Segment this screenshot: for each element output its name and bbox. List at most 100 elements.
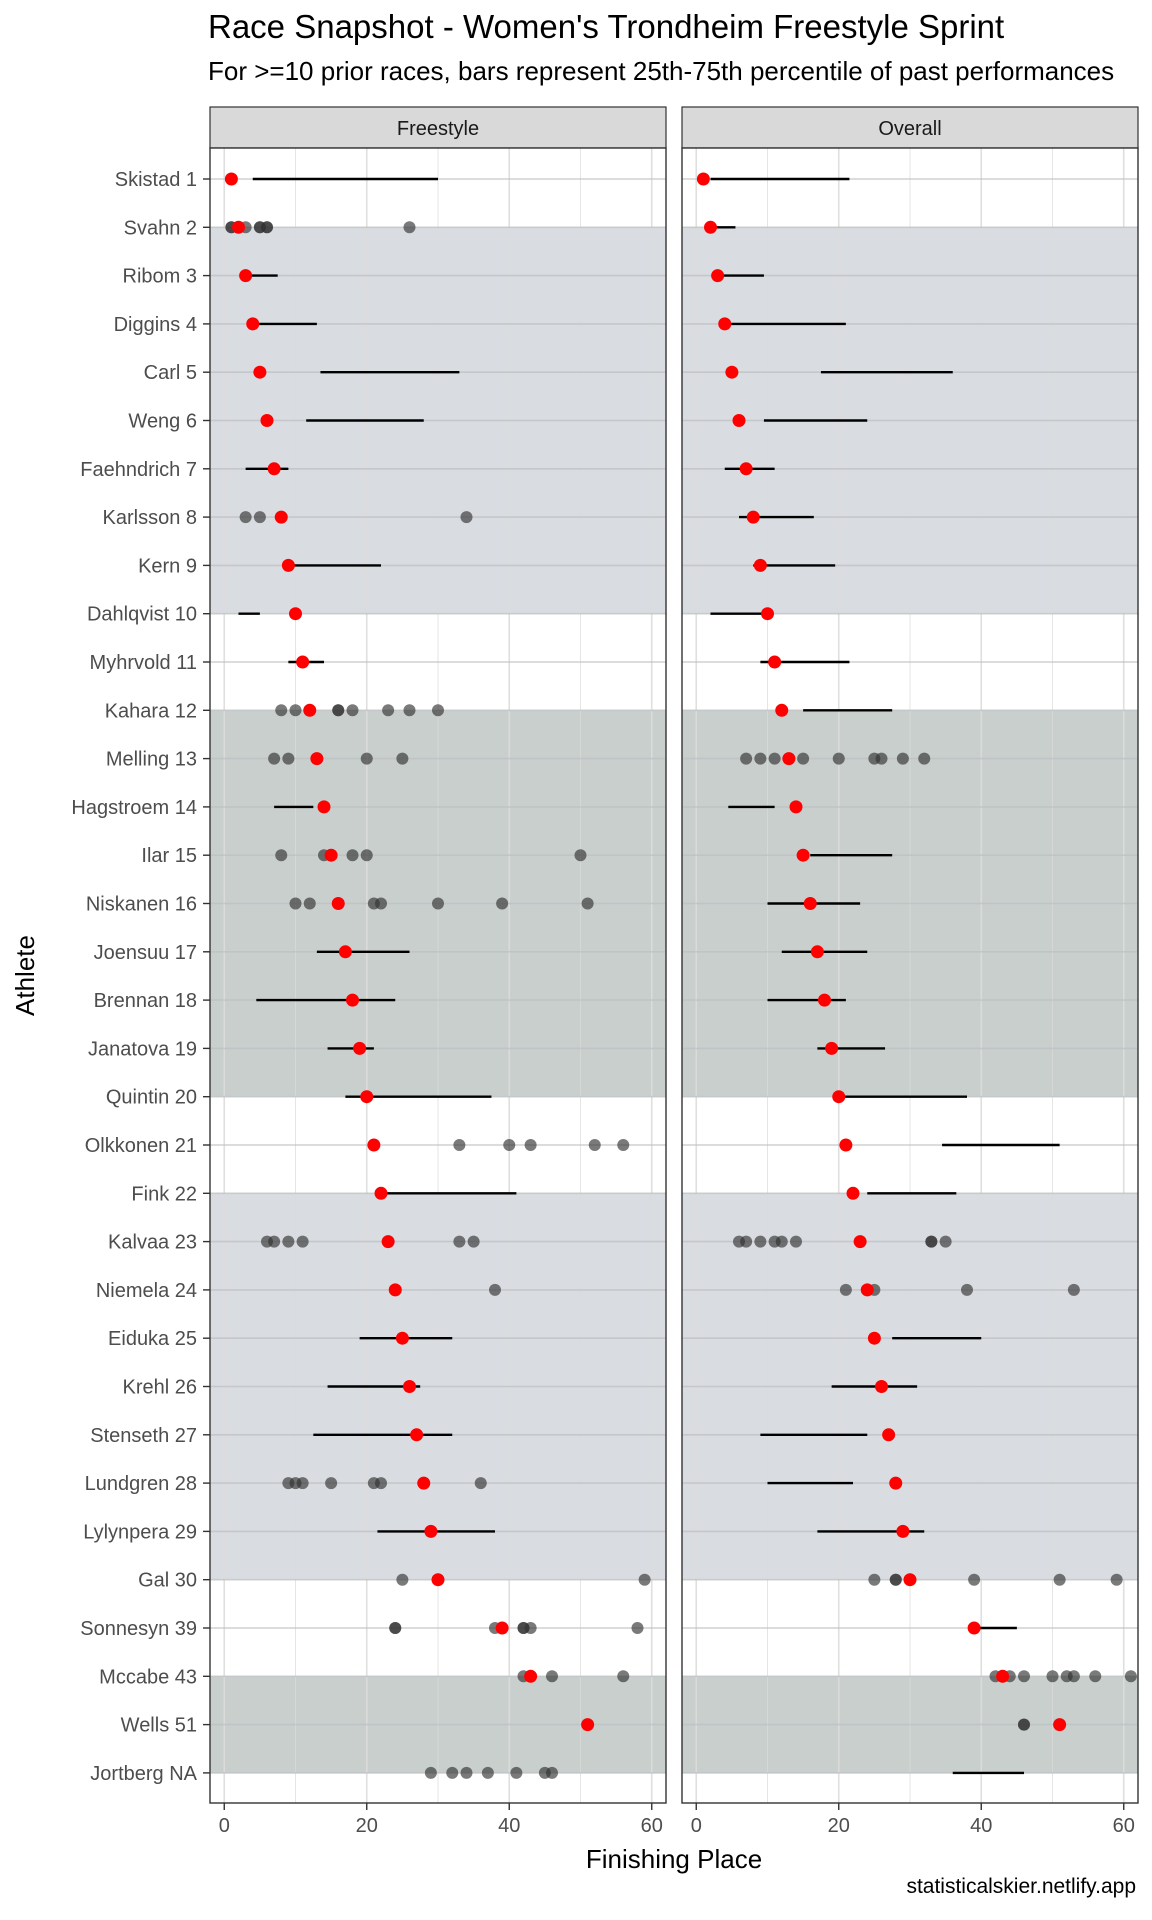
panel-border-overall — [681, 147, 1139, 1804]
current-result-point-freestyle — [495, 1621, 509, 1635]
past-result-point-freestyle — [396, 752, 409, 765]
past-result-point-overall — [832, 752, 845, 765]
current-result-point-overall — [775, 703, 789, 717]
past-result-point-freestyle — [588, 1139, 601, 1151]
past-result-point-overall — [740, 1235, 753, 1248]
current-result-point-freestyle — [360, 1090, 374, 1104]
athlete-label: Faehndrich 7 — [80, 459, 197, 481]
athlete-label: Kern 9 — [138, 555, 197, 577]
past-result-point-freestyle — [303, 897, 316, 910]
current-result-point-overall — [882, 1428, 896, 1442]
current-result-point-overall — [704, 220, 717, 234]
athlete-label: Kahara 12 — [105, 700, 197, 722]
past-result-point-freestyle — [617, 1139, 630, 1151]
past-result-point-freestyle — [631, 1622, 644, 1634]
past-result-point-overall — [889, 1573, 902, 1586]
current-result-point-overall — [725, 365, 739, 379]
facet-label-overall: Overall — [878, 118, 941, 140]
current-result-point-freestyle — [239, 269, 253, 283]
past-result-point-freestyle — [453, 1139, 466, 1151]
current-result-point-overall — [753, 558, 767, 572]
current-result-point-freestyle — [524, 1669, 538, 1683]
current-result-point-overall — [853, 1235, 867, 1249]
current-result-point-freestyle — [346, 993, 359, 1007]
chart-caption: statisticalskier.netlify.app — [906, 1875, 1136, 1898]
past-result-point-overall — [939, 1235, 952, 1248]
current-result-point-overall — [839, 1138, 853, 1152]
athlete-label: Eiduka 25 — [108, 1328, 197, 1350]
current-result-point-overall — [996, 1669, 1010, 1683]
current-result-point-overall — [818, 993, 831, 1007]
current-result-point-freestyle — [281, 558, 295, 572]
past-result-point-freestyle — [581, 897, 594, 910]
past-result-point-freestyle — [460, 1766, 473, 1779]
past-result-point-freestyle — [467, 1235, 480, 1248]
past-result-point-freestyle — [432, 897, 444, 910]
past-result-point-overall — [1046, 1670, 1059, 1683]
past-result-point-freestyle — [524, 1139, 537, 1151]
past-result-point-overall — [925, 1235, 938, 1248]
current-result-point-overall — [782, 752, 796, 766]
past-result-point-freestyle — [296, 1477, 309, 1490]
past-result-point-freestyle — [296, 1235, 309, 1248]
past-result-point-overall — [968, 1573, 981, 1586]
current-result-point-freestyle — [338, 945, 352, 959]
x-tick-label-freestyle: 0 — [219, 1815, 230, 1837]
athlete-label: Olkkonen 21 — [85, 1135, 197, 1157]
past-result-point-freestyle — [346, 704, 359, 717]
athlete-label: Ribom 3 — [123, 266, 197, 288]
y-axis-title: Athlete — [10, 935, 40, 1016]
past-result-point-overall — [754, 1235, 767, 1248]
past-result-point-freestyle — [474, 1477, 487, 1490]
athlete-label: Karlsson 8 — [103, 507, 198, 529]
current-result-point-freestyle — [395, 1331, 409, 1345]
current-result-point-freestyle — [303, 703, 317, 717]
x-tick-label-overall: 0 — [691, 1815, 702, 1837]
past-result-point-freestyle — [346, 849, 359, 862]
past-result-point-overall — [1124, 1670, 1137, 1683]
current-result-point-freestyle — [424, 1524, 438, 1538]
athlete-label: Lylynpera 29 — [83, 1521, 197, 1543]
panel-border-freestyle — [209, 147, 667, 1804]
past-result-point-freestyle — [282, 752, 295, 765]
current-result-point-overall — [789, 800, 803, 814]
current-result-point-overall — [732, 414, 746, 427]
past-result-point-freestyle — [617, 1670, 630, 1683]
past-result-point-overall — [875, 752, 888, 765]
athlete-label: Joensuu 17 — [94, 942, 197, 964]
past-result-point-freestyle — [546, 1670, 558, 1683]
current-result-point-overall — [696, 172, 710, 186]
past-result-point-freestyle — [239, 511, 252, 524]
current-result-point-freestyle — [410, 1428, 424, 1442]
past-result-point-freestyle — [432, 704, 444, 717]
past-result-point-overall — [1067, 1670, 1080, 1683]
past-result-point-freestyle — [268, 1235, 281, 1248]
current-result-point-freestyle — [232, 220, 245, 234]
past-result-point-freestyle — [396, 1573, 409, 1586]
past-result-point-freestyle — [289, 897, 302, 910]
current-result-point-overall — [761, 607, 774, 621]
past-result-point-freestyle — [510, 1766, 523, 1779]
past-result-point-freestyle — [268, 752, 281, 765]
past-result-point-freestyle — [360, 752, 373, 765]
x-tick-label-overall: 40 — [970, 1815, 992, 1837]
past-result-point-overall — [768, 752, 781, 765]
athlete-label: Niskanen 16 — [86, 894, 197, 916]
athlete-label: Mccabe 43 — [99, 1666, 197, 1688]
x-axis-title: Finishing Place — [586, 1844, 762, 1874]
past-result-point-freestyle — [261, 221, 273, 234]
past-result-point-overall — [1018, 1670, 1030, 1683]
past-result-point-overall — [868, 1573, 881, 1586]
chart-title: Race Snapshot - Women's Trondheim Freest… — [208, 8, 1005, 45]
athlete-label: Krehl 26 — [123, 1377, 198, 1399]
athlete-label: Dahlqvist 10 — [87, 604, 197, 626]
current-result-point-freestyle — [331, 897, 345, 910]
current-result-point-freestyle — [353, 1041, 367, 1055]
past-result-point-overall — [1089, 1670, 1102, 1683]
current-result-point-overall — [832, 1090, 846, 1104]
x-tick-label-overall: 60 — [1113, 1815, 1135, 1837]
current-result-point-overall — [1053, 1718, 1067, 1732]
athlete-label: Gal 30 — [138, 1570, 197, 1592]
past-result-point-overall — [790, 1235, 802, 1248]
